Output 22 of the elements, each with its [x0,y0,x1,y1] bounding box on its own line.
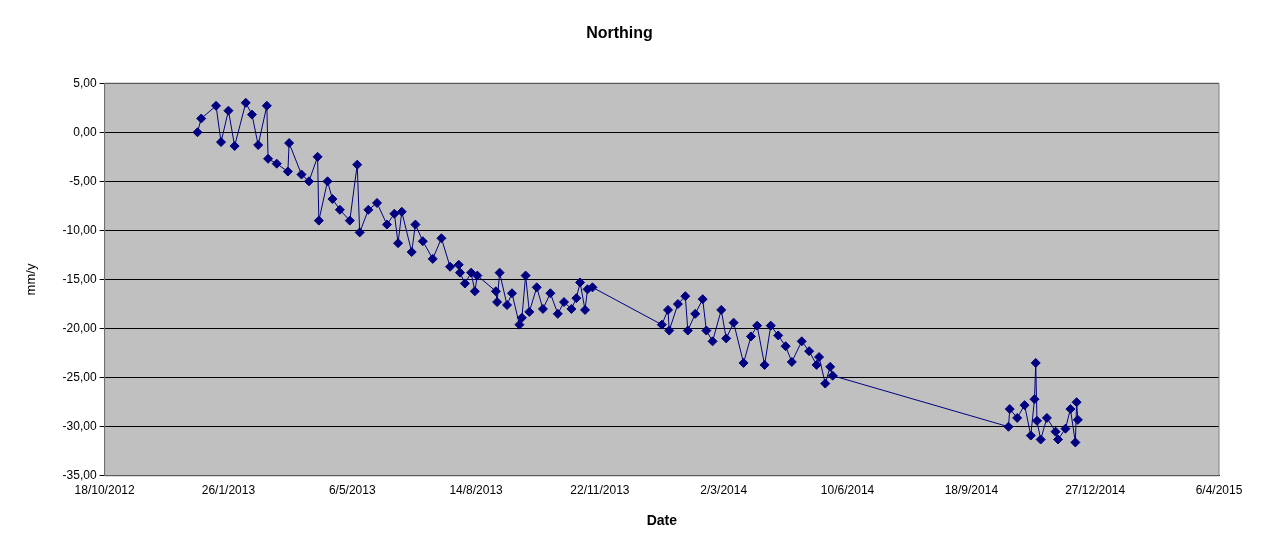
y-tick-label: 0,00 [73,124,97,139]
y-tick-label: -35,00 [62,468,97,483]
x-tick-label: 14/8/2013 [449,483,504,498]
y-tick-label: -25,00 [62,369,97,384]
x-tick-label: 22/11/2013 [570,483,630,498]
y-tick-label: -10,00 [62,222,97,237]
y-tick-label: -20,00 [62,320,97,335]
x-tick-label: 18/10/2012 [74,483,135,498]
x-tick-label: 2/3/2014 [700,483,748,498]
x-tick-label: 18/9/2014 [944,483,999,498]
x-axis-title: Date [646,512,678,529]
y-tick-label: -15,00 [62,271,97,286]
y-tick-label: 5,00 [73,75,97,90]
x-tick-label: 6/5/2013 [328,483,376,498]
x-tick-label: 10/6/2014 [820,483,875,498]
y-tick-label: -5,00 [69,173,97,188]
x-tick-label: 26/1/2013 [201,483,256,498]
chart-title: Northing [586,24,653,42]
x-tick-label: 27/12/2014 [1065,483,1126,498]
x-tick-label: 6/4/2015 [1195,483,1243,498]
y-axis-title: mm/y [23,263,39,296]
y-tick-label: -30,00 [62,419,97,434]
